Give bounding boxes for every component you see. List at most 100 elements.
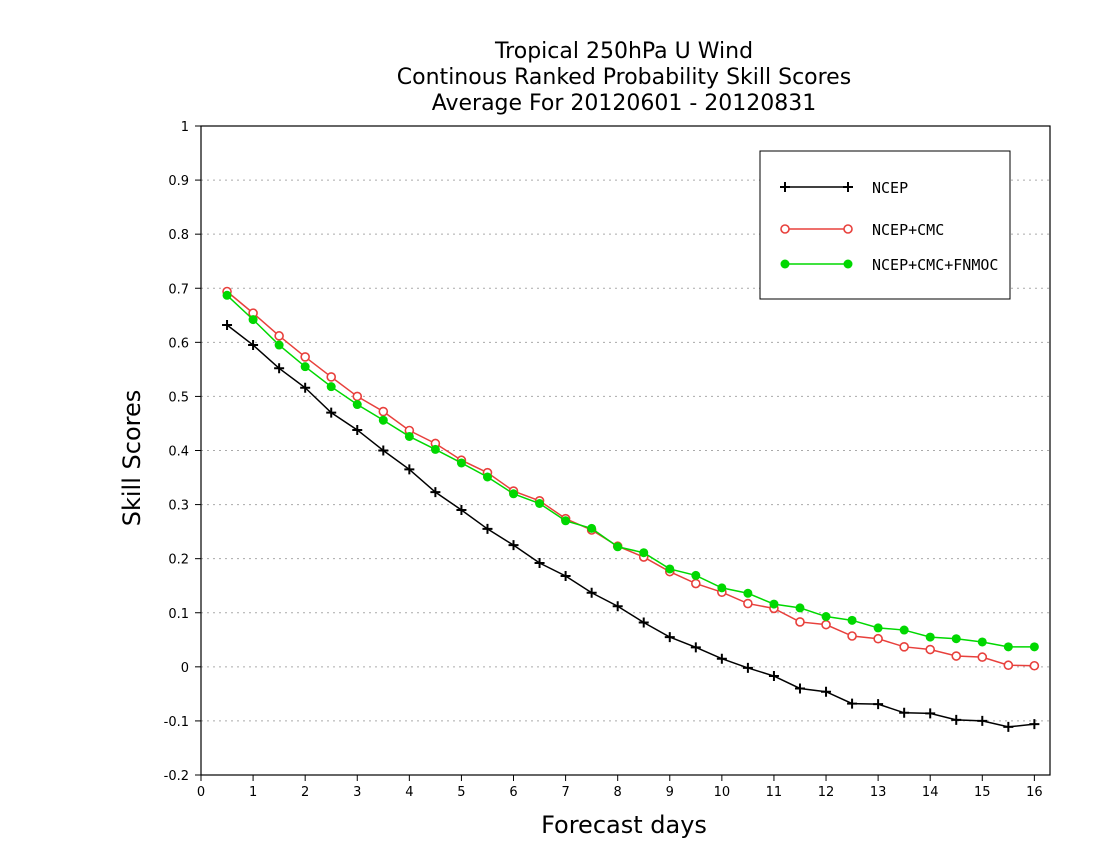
- x-tick-label: 0: [197, 785, 205, 800]
- data-point-marker: [795, 603, 805, 613]
- data-point-marker: [843, 182, 853, 192]
- data-point-marker: [769, 599, 779, 609]
- data-point-marker: [780, 182, 790, 192]
- legend-item: NCEP+CMC+FNMOC: [780, 256, 998, 274]
- data-point-marker: [717, 583, 727, 593]
- data-point-marker: [613, 542, 623, 552]
- data-point-marker: [843, 224, 853, 234]
- data-point-marker: [326, 372, 337, 382]
- title-line-3: Average For 20120601 - 20120831: [432, 91, 817, 116]
- data-point-marker: [977, 637, 987, 647]
- data-point-marker: [843, 259, 853, 269]
- data-point-marker: [534, 557, 545, 568]
- series-line: [226, 290, 1035, 667]
- y-tick-label: 0.4: [168, 445, 189, 460]
- data-point-marker: [1003, 660, 1014, 671]
- data-point-marker: [300, 352, 310, 362]
- x-tick-label: 3: [353, 785, 361, 800]
- data-point-marker: [456, 504, 467, 515]
- data-point-marker: [873, 623, 883, 633]
- data-point-marker: [352, 391, 363, 402]
- data-point-marker: [430, 444, 440, 454]
- chart-title: Tropical 250hPa U Wind Continous Ranked …: [397, 39, 851, 116]
- legend-label: NCEP+CMC: [872, 221, 944, 239]
- data-point-marker: [274, 331, 284, 341]
- x-tick-label: 2: [301, 785, 309, 800]
- title-line-2: Continous Ranked Probability Skill Score…: [397, 65, 851, 90]
- data-point-marker: [795, 617, 805, 627]
- data-point-marker: [586, 587, 597, 598]
- data-point-marker: [508, 540, 519, 551]
- data-point-marker: [378, 445, 389, 456]
- data-point-marker: [300, 362, 310, 372]
- data-point-marker: [561, 516, 571, 526]
- data-point-marker: [847, 615, 857, 625]
- y-tick-label: 0.8: [168, 228, 189, 243]
- data-point-marker: [899, 625, 909, 635]
- data-point-marker: [743, 598, 753, 609]
- data-point-marker: [821, 619, 831, 630]
- data-point-marker: [768, 671, 779, 682]
- x-tick-label: 14: [922, 785, 939, 800]
- data-point-marker: [326, 407, 337, 418]
- data-point-marker: [482, 472, 492, 482]
- data-point-marker: [899, 642, 909, 652]
- data-point-marker: [925, 632, 935, 642]
- data-point-marker: [456, 458, 466, 468]
- data-point-marker: [690, 642, 701, 653]
- data-point-marker: [274, 363, 285, 374]
- data-point-marker: [482, 523, 493, 534]
- x-tick-label: 15: [974, 785, 991, 800]
- series-line: [226, 294, 1035, 648]
- data-point-marker: [326, 382, 336, 392]
- legend-label: NCEP+CMC+FNMOC: [872, 256, 998, 274]
- y-tick-label: 0: [181, 661, 189, 676]
- data-point-marker: [404, 464, 415, 475]
- data-point-marker: [1003, 642, 1013, 652]
- data-point-marker: [821, 612, 831, 622]
- data-point-marker: [378, 415, 388, 425]
- data-point-marker: [794, 683, 805, 694]
- data-point-marker: [780, 259, 790, 269]
- y-tick-label: 0.7: [168, 282, 189, 297]
- y-tick-label: 0.9: [168, 174, 189, 189]
- data-point-marker: [665, 564, 675, 574]
- data-point-marker: [691, 578, 701, 589]
- x-tick-label: 6: [509, 785, 517, 800]
- x-tick-label: 10: [714, 785, 731, 800]
- data-point-marker: [951, 651, 962, 661]
- data-point-marker: [404, 431, 414, 441]
- legend: NCEP NCEP+CMC NCEP+CMC+FNMOC: [759, 150, 1011, 300]
- x-axis-label: Forecast days: [541, 811, 707, 839]
- y-tick-label: 0.1: [168, 607, 189, 622]
- data-point-marker: [509, 489, 519, 499]
- data-point-marker: [847, 631, 857, 641]
- legend-box: [759, 150, 1011, 300]
- data-point-marker: [925, 644, 936, 655]
- y-tick-label: 0.3: [168, 499, 189, 514]
- data-point-marker: [639, 548, 649, 558]
- data-point-marker: [951, 714, 962, 725]
- data-point-marker: [300, 382, 311, 393]
- data-point-marker: [612, 601, 623, 612]
- data-point-marker: [899, 707, 910, 718]
- data-point-marker: [378, 406, 389, 417]
- y-tick-label: 0.6: [168, 336, 189, 351]
- data-point-marker: [222, 290, 232, 300]
- data-point-marker: [1029, 642, 1039, 652]
- x-tick-label: 8: [614, 785, 622, 800]
- y-tick-label: -0.2: [164, 769, 189, 784]
- data-point-marker: [821, 686, 832, 697]
- data-point-marker: [977, 652, 988, 662]
- data-point-marker: [560, 570, 571, 581]
- data-point-marker: [873, 699, 884, 710]
- data-point-marker: [847, 698, 858, 709]
- data-point-marker: [248, 340, 259, 351]
- x-tick-label: 7: [561, 785, 569, 800]
- y-axis-label: Skill Scores: [118, 390, 146, 527]
- series-layer: [222, 286, 1040, 732]
- x-tick-label: 4: [405, 785, 413, 800]
- data-point-marker: [587, 523, 597, 533]
- data-point-marker: [780, 224, 790, 234]
